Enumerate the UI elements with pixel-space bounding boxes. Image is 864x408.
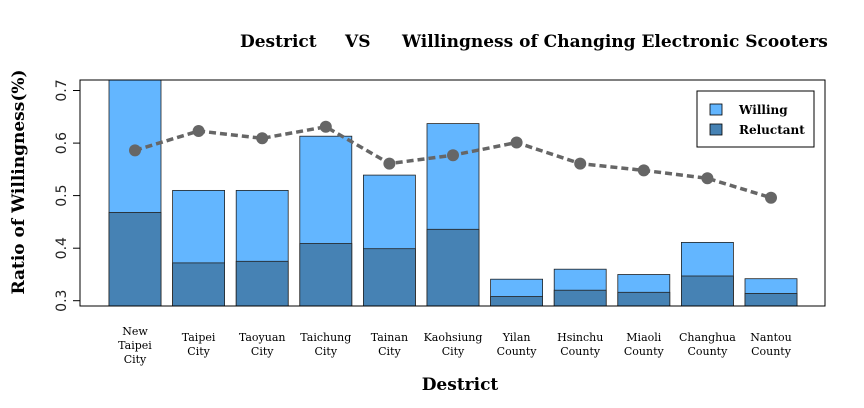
legend: Willing Reluctant xyxy=(696,90,815,148)
x-axis-title: Destrict xyxy=(422,375,499,395)
trend-line-layer xyxy=(129,120,777,204)
bar-reluctant-8 xyxy=(617,291,671,307)
bar-reluctant-5 xyxy=(426,228,480,307)
chart-title-part-3: Willingness of Changing Electronic Scoot… xyxy=(401,32,828,52)
bar-reluctant-1 xyxy=(172,262,226,307)
y-tick-label-1: 0.4 xyxy=(54,237,70,259)
x-category-label-1: Taipei City xyxy=(182,331,216,358)
trend-point-9 xyxy=(701,172,714,185)
bar-reluctant-10 xyxy=(744,292,798,307)
x-category-label-0: New Taipei City xyxy=(118,325,152,366)
chart-title-part-1: Destrict xyxy=(240,32,317,52)
legend-label-willing: Willing xyxy=(738,103,788,117)
chart-title-part-2: VS xyxy=(344,32,370,52)
legend-swatch-reluctant xyxy=(709,123,723,136)
legend-swatch-willing xyxy=(709,103,723,116)
legend-label-reluctant: Reluctant xyxy=(739,123,805,137)
trend-point-3 xyxy=(319,120,332,133)
bar-reluctant-6 xyxy=(490,296,544,307)
bar-reluctant-3 xyxy=(299,243,353,307)
bar-reluctant-7 xyxy=(553,289,607,307)
bar-reluctant-4 xyxy=(362,248,416,307)
trend-point-2 xyxy=(256,132,269,145)
trend-point-10 xyxy=(765,191,777,204)
bar-reluctant-0 xyxy=(108,211,162,307)
y-tick-label-2: 0.5 xyxy=(54,184,70,206)
x-category-label-7: Hsinchu County xyxy=(557,331,603,358)
x-category-label-2: Taoyuan City xyxy=(239,331,286,358)
y-tick-label-0: 0.3 xyxy=(54,290,70,312)
legend-box xyxy=(696,90,815,148)
x-category-label-3: Taichung City xyxy=(300,331,351,358)
plot-frame xyxy=(79,79,826,307)
x-category-label-10: Nantou County xyxy=(750,331,791,358)
x-category-label-9: Changhua County xyxy=(679,331,736,358)
trend-point-6 xyxy=(510,136,523,149)
x-category-label-5: Kaohsiung City xyxy=(424,331,483,358)
x-category-label-8: Miaoli County xyxy=(624,331,665,358)
y-tick-label-4: 0.7 xyxy=(54,79,70,101)
trend-point-4 xyxy=(383,157,396,170)
x-category-label-6: Yilan County xyxy=(497,331,538,358)
x-category-label-4: Tainan City xyxy=(371,331,408,358)
x-axis-labels: New Taipei City Taipei City Taoyuan City Taichu… xyxy=(118,325,792,366)
y-tick-label-3: 0.6 xyxy=(54,132,70,154)
trend-point-5 xyxy=(447,149,459,162)
bars-layer xyxy=(108,79,798,307)
trend-point-8 xyxy=(637,164,650,177)
y-axis-title: Ratio of Willingness(%) xyxy=(9,69,29,294)
bar-reluctant-9 xyxy=(681,275,734,307)
trend-point-1 xyxy=(192,125,205,137)
y-axis: 0.3 0.4 0.5 0.6 0.7 xyxy=(54,79,80,312)
bar-reluctant-2 xyxy=(235,260,289,307)
trend-point-7 xyxy=(574,157,587,170)
trend-point-0 xyxy=(129,144,141,157)
